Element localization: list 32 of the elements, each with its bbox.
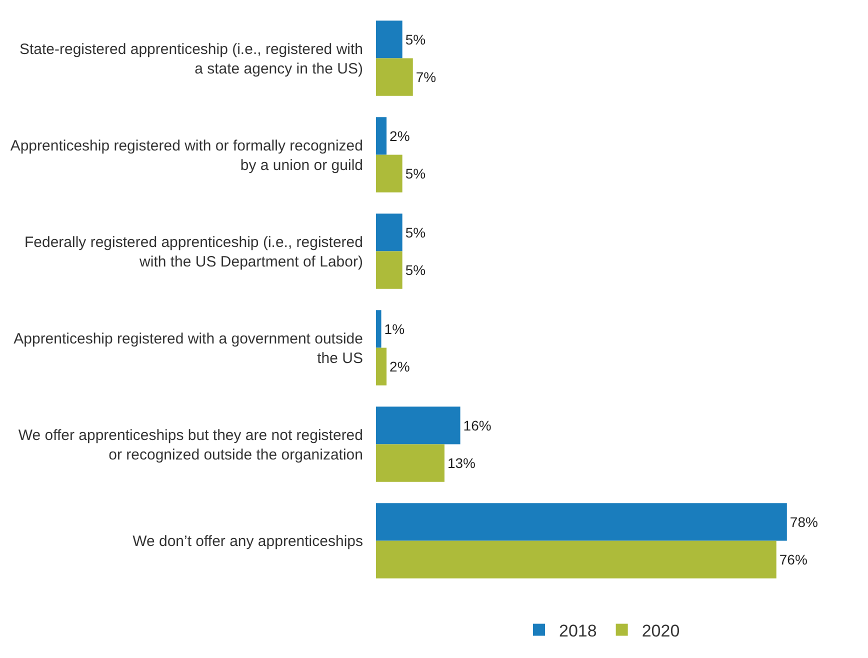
bar <box>376 503 787 541</box>
bar <box>376 58 413 96</box>
data-label: 1% <box>384 320 405 337</box>
bar <box>376 406 460 444</box>
y-tick-label: State-registered apprenticeship (i.e., registered with a state agency in the US) <box>19 40 363 78</box>
data-label: 78% <box>790 514 818 530</box>
bar <box>376 20 402 58</box>
y-tick-label: Apprenticeship registered with a government outside the US <box>14 330 363 367</box>
bar <box>376 348 387 386</box>
legend-label: 2018 <box>559 621 597 640</box>
y-tick-label: We don’t offer any apprenticeships <box>132 533 363 550</box>
bar <box>376 310 382 348</box>
bar <box>376 251 402 289</box>
bar <box>376 214 402 252</box>
bar <box>376 540 776 578</box>
bar <box>376 444 444 482</box>
data-label: 5% <box>405 262 426 278</box>
data-label: 13% <box>447 455 476 472</box>
y-tick-label: Apprenticeship registered with or formally recognized by a union or guild <box>10 137 363 174</box>
data-label: 76% <box>779 552 808 568</box>
data-label: 5% <box>405 31 426 48</box>
legend-label: 2020 <box>642 621 680 640</box>
y-tick-label: Federally registered apprenticeship (i.e., registered with the US Department of Labor) <box>24 234 363 270</box>
data-label: 5% <box>405 224 426 240</box>
data-label: 7% <box>416 69 436 86</box>
data-label: 16% <box>463 417 492 434</box>
bar <box>376 154 402 192</box>
y-tick-label: We offer apprenticeships but they are not registered or recognized outside the organization <box>18 426 363 464</box>
bar <box>376 117 387 155</box>
data-label: 5% <box>405 166 426 182</box>
data-label: 2% <box>390 358 410 375</box>
data-label: 2% <box>390 128 410 144</box>
